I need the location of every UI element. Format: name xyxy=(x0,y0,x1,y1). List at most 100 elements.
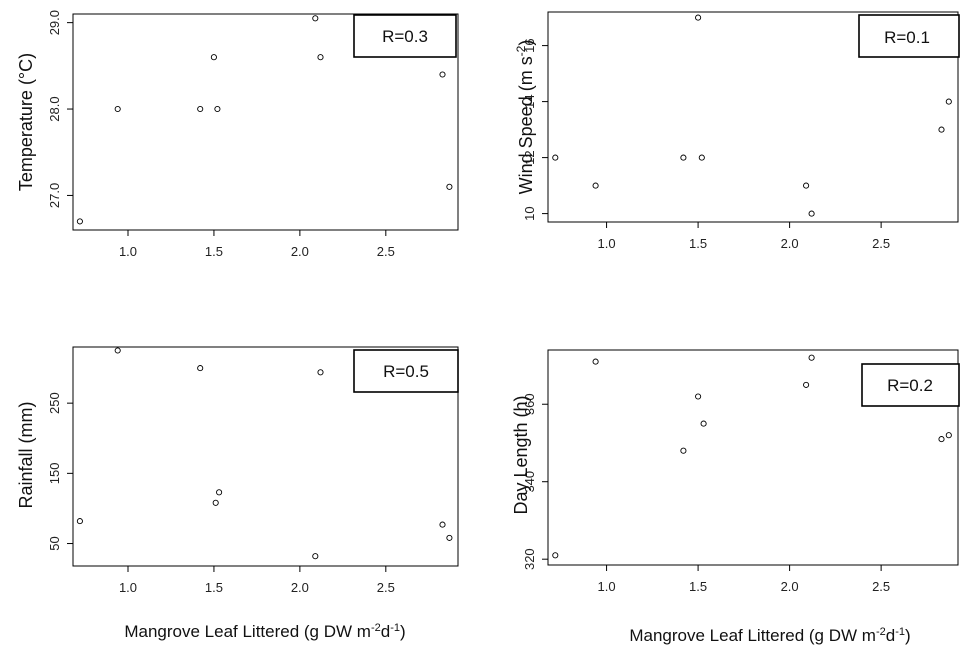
plot-frame xyxy=(72,346,459,567)
x-axis: 1.0 1.5 2.0 2.5 xyxy=(119,230,395,259)
data-point xyxy=(439,521,446,528)
x-axis-title-right: Mangrove Leaf Littered (g DW m-2d-1) xyxy=(629,626,910,645)
data-point xyxy=(592,182,599,189)
data-point xyxy=(76,518,83,525)
data-point xyxy=(114,105,121,113)
panel-rainfall: 1.0 1.5 2.0 2.5 50 150 250 Rainfall (mm) R=0.… xyxy=(16,346,459,595)
x-axis: 1.0 1.5 2.0 2.5 xyxy=(598,222,890,251)
r-value-label: R=0.2 xyxy=(887,376,933,395)
data-point xyxy=(317,369,324,376)
plot-frame xyxy=(72,13,459,231)
x-title-end: ) xyxy=(905,626,911,645)
y-tick-label: 360 xyxy=(522,393,537,415)
data-points xyxy=(552,14,952,217)
y-axis-label: Rainfall (mm) xyxy=(16,401,36,508)
x-tick-label: 2.0 xyxy=(781,236,799,251)
r-value-label: R=0.1 xyxy=(884,28,930,47)
x-title-sup1: -2 xyxy=(876,626,886,638)
x-tick-label: 1.0 xyxy=(598,579,616,594)
data-point xyxy=(938,436,945,443)
data-point xyxy=(446,534,453,541)
data-point xyxy=(945,432,952,439)
x-title-end: ) xyxy=(400,622,406,641)
data-point xyxy=(938,126,945,133)
data-point xyxy=(210,54,217,61)
y-axis-label: Temperature (°C) xyxy=(16,53,36,191)
panel-temperature: 1.0 1.5 2.0 2.5 27.0 28.0 29.0 Temperature (°… xyxy=(16,10,459,259)
data-point xyxy=(114,347,121,354)
y-tick-label: 27.0 xyxy=(47,183,62,208)
x-tick-label: 2.0 xyxy=(781,579,799,594)
x-title-main: Mangrove Leaf Littered (g DW m xyxy=(629,626,876,645)
data-point xyxy=(197,365,204,372)
y-axis: 50 150 250 xyxy=(47,392,73,551)
x-title-sup2: -1 xyxy=(390,622,400,634)
data-point xyxy=(197,105,204,113)
data-point xyxy=(700,420,707,427)
r-value-label: R=0.5 xyxy=(383,362,429,381)
x-title-mid: d xyxy=(381,622,390,641)
r-value-label: R=0.3 xyxy=(382,27,428,46)
y-axis: 27.0 28.0 29.0 xyxy=(47,10,73,208)
plot-frame xyxy=(547,349,959,566)
x-tick-label: 2.5 xyxy=(872,236,890,251)
x-tick-label: 2.5 xyxy=(377,244,395,259)
data-point xyxy=(592,358,599,365)
y-tick-label: 16 xyxy=(522,38,537,52)
x-tick-label: 1.0 xyxy=(598,236,616,251)
r-value-box xyxy=(353,349,459,393)
y-tick-label: 340 xyxy=(522,471,537,493)
data-point xyxy=(808,354,815,361)
data-points xyxy=(76,15,453,225)
data-point xyxy=(698,154,705,161)
y-tick-label: 14 xyxy=(522,94,537,108)
data-point xyxy=(695,14,702,21)
y-axis-label: Day Length (h) xyxy=(511,395,531,514)
x-tick-label: 2.5 xyxy=(377,580,395,595)
r-value-box xyxy=(353,14,457,58)
data-point xyxy=(312,553,319,560)
x-axis-title-left: Mangrove Leaf Littered (g DW m-2d-1) xyxy=(124,622,405,641)
x-tick-label: 1.0 xyxy=(119,244,137,259)
data-point xyxy=(695,393,702,400)
x-tick-label: 1.0 xyxy=(119,580,137,595)
data-point xyxy=(214,105,221,113)
y-tick-label: 29.0 xyxy=(47,10,62,35)
r-value-box xyxy=(858,14,960,58)
x-tick-label: 1.5 xyxy=(689,579,707,594)
data-point xyxy=(808,210,815,217)
data-point xyxy=(680,154,687,161)
data-point xyxy=(312,15,319,22)
y-tick-label: 12 xyxy=(522,150,537,164)
data-point xyxy=(439,71,446,78)
y-axis-label-end: ) xyxy=(516,40,536,46)
x-tick-label: 1.5 xyxy=(689,236,707,251)
x-title-mid: d xyxy=(886,626,895,645)
data-point xyxy=(552,154,559,161)
data-point xyxy=(680,447,687,454)
x-tick-label: 2.5 xyxy=(872,579,890,594)
y-tick-label: 250 xyxy=(47,392,62,414)
y-axis: 320 340 360 xyxy=(522,393,548,570)
data-point xyxy=(216,489,223,496)
y-axis-label: Wind Speed (m s-2) xyxy=(514,40,536,195)
data-point xyxy=(803,381,810,388)
r-value-box xyxy=(861,363,960,407)
y-tick-label: 320 xyxy=(522,548,537,570)
data-point xyxy=(317,54,324,61)
x-axis: 1.0 1.5 2.0 2.5 xyxy=(119,566,395,595)
x-tick-label: 1.5 xyxy=(205,244,223,259)
y-tick-label: 150 xyxy=(47,462,62,484)
y-axis-label-main: Wind Speed (m s xyxy=(516,56,536,194)
x-tick-label: 2.0 xyxy=(291,580,309,595)
data-points xyxy=(76,347,453,560)
x-tick-label: 1.5 xyxy=(205,580,223,595)
x-tick-label: 2.0 xyxy=(291,244,309,259)
y-tick-label: 28.0 xyxy=(47,96,62,121)
y-axis-label-sup: -2 xyxy=(514,45,528,56)
data-point xyxy=(212,499,219,506)
x-axis: 1.0 1.5 2.0 2.5 xyxy=(598,565,890,594)
x-title-sup2: -1 xyxy=(895,626,905,638)
data-point xyxy=(446,183,453,190)
